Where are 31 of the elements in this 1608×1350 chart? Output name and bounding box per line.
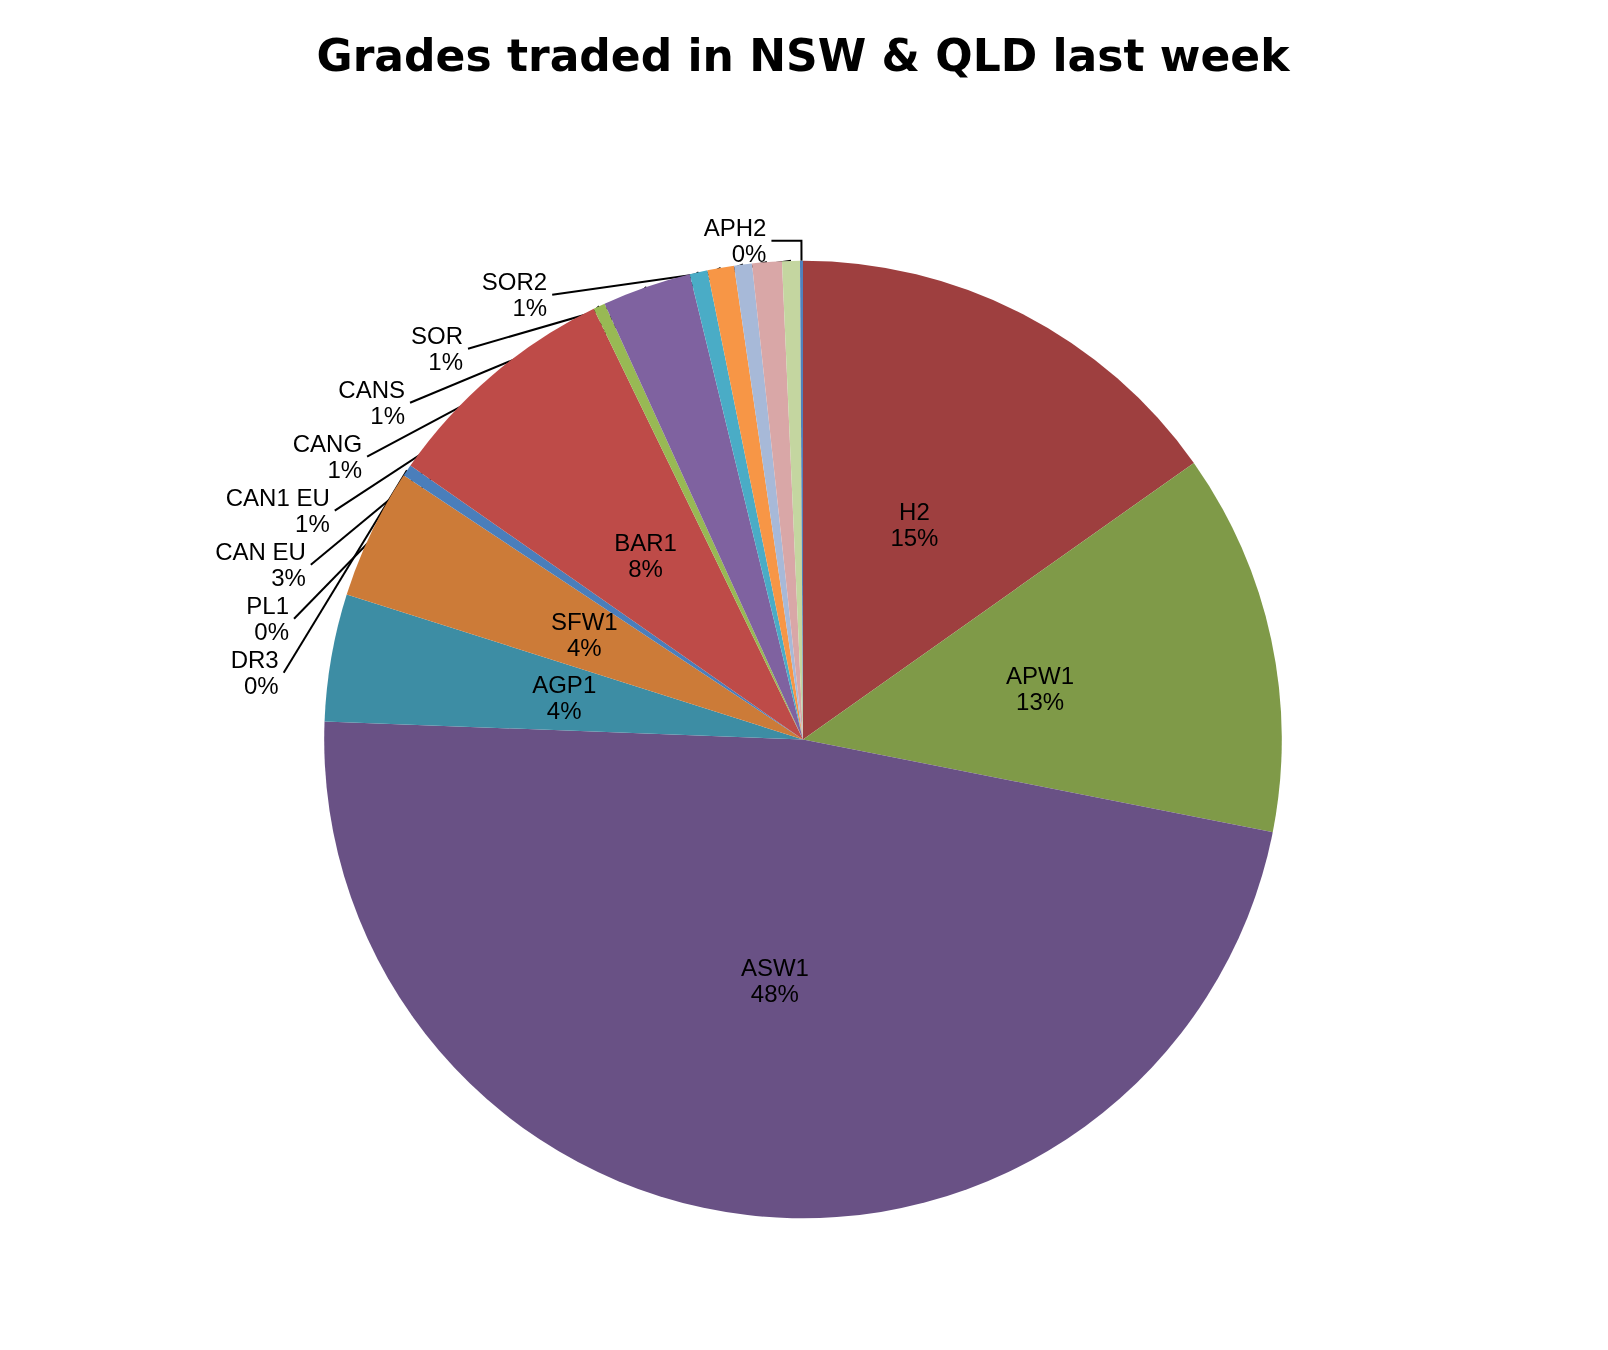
slice-label: CANG — [292, 430, 363, 458]
data-label: 1% — [295, 510, 330, 538]
slice-label: ASW1 — [740, 953, 809, 981]
slice-label: SOR — [410, 322, 463, 350]
data-label: 0% — [244, 672, 279, 700]
slice-label: DR3 — [230, 646, 279, 674]
slice-label: SOR2 — [481, 268, 548, 296]
slice-label: CAN EU — [215, 538, 306, 566]
slice-label: SFW1 — [550, 608, 618, 636]
data-label: 15% — [890, 523, 939, 551]
slice-label: BAR1 — [614, 528, 677, 556]
data-label: 4% — [546, 697, 582, 725]
chart-title: Grades traded in NSW & QLD last week — [316, 29, 1292, 81]
data-label: 8% — [628, 554, 663, 582]
data-label: 13% — [1016, 688, 1065, 716]
data-label: 1% — [370, 402, 406, 430]
data-label: 3% — [271, 564, 306, 592]
data-label: 1% — [512, 294, 548, 322]
slice-label: CAN1 EU — [225, 484, 330, 512]
slice-label: AGP1 — [532, 671, 597, 699]
slice-label: PL1 — [246, 592, 290, 620]
data-label: 1% — [428, 348, 463, 376]
slice-label: H2 — [899, 497, 930, 525]
data-label: 48% — [750, 979, 799, 1007]
data-label: 0% — [254, 618, 290, 646]
data-label: 4% — [566, 634, 602, 662]
slice-label: CANS — [338, 376, 406, 404]
data-label: 1% — [327, 456, 363, 484]
slice-label: APW1 — [1006, 662, 1075, 690]
data-label: 0% — [731, 240, 767, 268]
slice-label: APH2 — [703, 214, 767, 242]
